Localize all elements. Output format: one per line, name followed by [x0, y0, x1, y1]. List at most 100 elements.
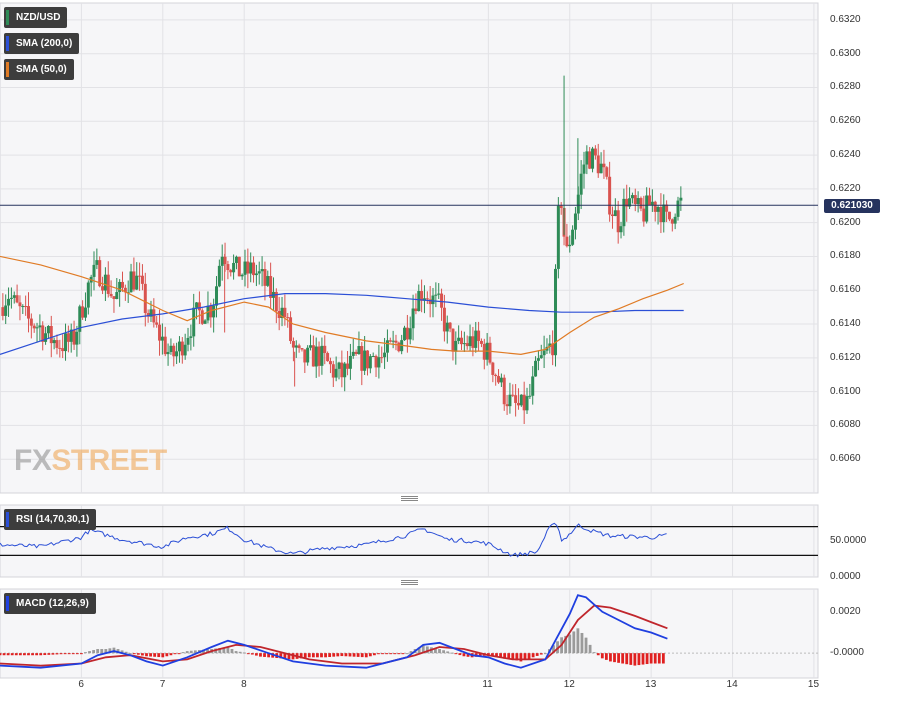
- candle-body: [360, 346, 364, 371]
- candle-body: [320, 345, 324, 366]
- macd-histogram-bar: [226, 646, 230, 654]
- candle-body: [670, 219, 674, 224]
- candle-body: [69, 329, 73, 342]
- macd-histogram-bar: [519, 653, 523, 662]
- macd-histogram-bar: [202, 649, 205, 654]
- macd-histogram-bar: [238, 651, 242, 654]
- candle-body: [448, 322, 452, 329]
- macd-histogram-bar: [287, 653, 291, 660]
- candle-body: [383, 352, 387, 358]
- macd-histogram-bar: [136, 653, 140, 655]
- macd-histogram-bar: [373, 653, 376, 656]
- sma50-swatch: [6, 62, 9, 77]
- candle-body: [229, 270, 233, 273]
- legend-sma50[interactable]: SMA (50,0): [4, 59, 74, 80]
- time-tick-label: 6: [78, 679, 84, 690]
- candle-body: [49, 325, 53, 344]
- candle-body: [220, 256, 224, 266]
- macd-pane-resize-handle[interactable]: [401, 580, 418, 585]
- candle-body: [673, 216, 677, 224]
- candle-body: [323, 345, 327, 354]
- candle-body: [274, 291, 278, 312]
- time-tick-label: 8: [241, 679, 247, 690]
- candle-body: [494, 374, 498, 377]
- candle-body: [149, 309, 153, 317]
- candle-body: [294, 345, 298, 348]
- candle-body: [331, 364, 335, 378]
- legend-pair[interactable]: NZD/USD: [4, 7, 68, 28]
- candle-body: [206, 305, 210, 321]
- macd-histogram-bar: [568, 634, 572, 654]
- macd-histogram-bar: [633, 653, 637, 666]
- candle-body: [357, 346, 361, 354]
- candle-body: [610, 214, 614, 217]
- candle-body: [260, 269, 264, 272]
- candle-body: [317, 346, 321, 366]
- macd-histogram-bar: [539, 653, 543, 655]
- candle-body: [266, 276, 270, 286]
- macd-histogram-bar: [661, 653, 665, 664]
- candle-body: [596, 155, 600, 174]
- candle-body: [599, 163, 603, 174]
- macd-histogram-bar: [234, 651, 238, 654]
- macd-histogram-bar: [128, 653, 132, 655]
- macd-histogram-bar: [177, 653, 181, 655]
- candle-body: [465, 343, 469, 347]
- candle-body: [249, 262, 253, 274]
- candle-body: [468, 336, 472, 347]
- candle-body: [388, 340, 392, 342]
- macd-histogram-bar: [523, 653, 527, 661]
- macd-histogram-bar: [307, 653, 311, 658]
- candle-body: [234, 256, 238, 263]
- watermark-fx: FX: [14, 444, 52, 477]
- macd-histogram-bar: [466, 653, 470, 657]
- macd-histogram-bar: [254, 653, 258, 656]
- chart-grid: [0, 3, 818, 678]
- candle-body: [679, 197, 683, 201]
- macd-histogram-bar: [486, 653, 490, 656]
- price-tick-label: 0.6320: [830, 13, 861, 25]
- macd-histogram-bar: [389, 653, 393, 655]
- candle-body: [75, 331, 79, 345]
- candle-body: [625, 198, 629, 207]
- macd-histogram-bar: [527, 653, 531, 659]
- macd-histogram-bar: [193, 650, 197, 654]
- macd-histogram-bar: [189, 650, 193, 654]
- macd-histogram-bar: [279, 653, 283, 659]
- legend-pair-label: NZD/USD: [16, 12, 61, 23]
- macd-histogram-bar: [377, 653, 380, 655]
- price-tick-label: 0.6080: [830, 419, 861, 431]
- candle-body: [24, 306, 28, 308]
- candle-body: [160, 336, 164, 341]
- candle-body: [616, 210, 620, 233]
- rsi-layer: [0, 522, 818, 558]
- candle-body: [280, 307, 284, 319]
- price-tick-label: 0.6280: [830, 81, 861, 93]
- candle-body: [118, 281, 122, 293]
- candle-body: [232, 262, 236, 273]
- macd-histogram-bar: [580, 632, 584, 654]
- candle-body: [123, 287, 127, 293]
- legend-sma200[interactable]: SMA (200,0): [4, 33, 80, 54]
- sma200-swatch: [6, 36, 9, 51]
- macd-histogram-bar: [145, 653, 148, 657]
- candle-body: [12, 295, 16, 298]
- macd-histogram-bar: [609, 653, 612, 662]
- macd-histogram-bar: [600, 653, 604, 659]
- macd-histogram-bar: [356, 653, 360, 657]
- price-tick-label: 0.6300: [830, 47, 861, 59]
- candle-body: [451, 328, 455, 352]
- macd-histogram-bar: [438, 649, 441, 654]
- candle-body: [7, 298, 11, 306]
- candle-body: [508, 394, 512, 407]
- legend-macd[interactable]: MACD (12,26,9): [4, 593, 96, 614]
- candle-body: [645, 195, 649, 222]
- candle-body: [257, 271, 261, 274]
- time-tick-label: 14: [726, 679, 738, 690]
- rsi-pane-resize-handle[interactable]: [401, 496, 418, 501]
- candle-body: [502, 377, 506, 405]
- candle-body: [394, 340, 398, 343]
- legend-rsi[interactable]: RSI (14,70,30,1): [4, 509, 97, 530]
- candle-body: [628, 198, 632, 207]
- macd-histogram-bar: [55, 653, 59, 655]
